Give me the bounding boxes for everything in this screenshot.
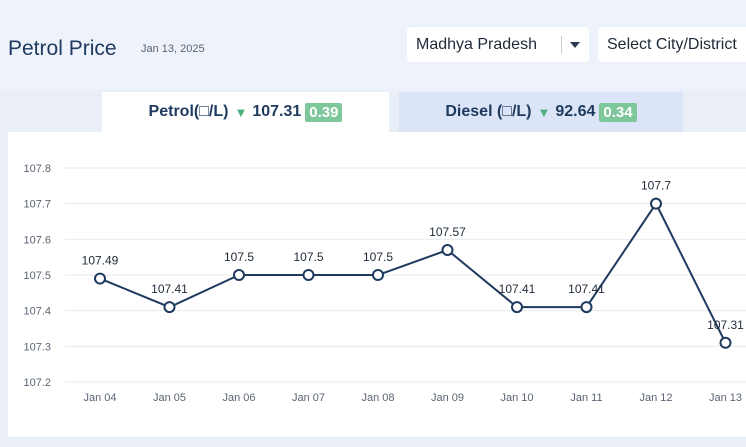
price-chart-svg: 107.2 107.3 107.4 107.5 107.6 107.7 107.8 Jan 0…	[23, 163, 746, 404]
data-point[interactable]	[372, 269, 384, 281]
data-point[interactable]	[233, 269, 245, 281]
x-tick-label: Jan 11	[570, 392, 602, 404]
data-point[interactable]	[580, 301, 593, 314]
data-point[interactable]	[163, 301, 176, 314]
data-label: 107.49	[82, 254, 119, 268]
data-point[interactable]	[441, 244, 454, 257]
page-date: Jan 13, 2025	[141, 43, 205, 55]
down-arrow-icon: ▼	[537, 104, 551, 120]
y-tick-label: 107.8	[23, 163, 51, 175]
x-tick-label: Jan 13	[709, 392, 742, 404]
data-label: 107.41	[499, 282, 536, 296]
tab-petrol-change-badge: 0.39	[305, 102, 343, 122]
data-label: 107.41	[151, 282, 188, 296]
tab-petrol[interactable]: Petrol(□/L) ▼ 107.31 0.39	[102, 92, 389, 132]
y-tick-label: 107.2	[23, 377, 51, 389]
price-chart: 107.2 107.3 107.4 107.5 107.6 107.7 107.8 Jan 0…	[8, 132, 746, 437]
tab-diesel-label: Diesel (□/L)	[445, 103, 532, 120]
select-divider	[561, 36, 562, 54]
state-select-value: Madhya Pradesh	[416, 35, 537, 53]
data-point[interactable]	[94, 272, 106, 285]
x-tick-label: Jan 07	[292, 392, 325, 404]
x-tick-label: Jan 08	[361, 392, 394, 404]
data-point[interactable]	[511, 301, 523, 314]
y-tick-label: 107.3	[23, 341, 51, 353]
tab-diesel-change-badge: 0.34	[599, 102, 637, 122]
y-tick-label: 107.6	[23, 234, 51, 246]
data-point[interactable]	[302, 269, 315, 281]
data-point[interactable]	[719, 336, 732, 349]
data-label: 107.5	[293, 250, 323, 264]
x-tick-label: Jan 06	[222, 392, 255, 404]
chevron-down-icon[interactable]	[570, 42, 580, 48]
y-tick-label: 107.5	[23, 270, 51, 282]
tab-diesel-price: 92.64	[555, 103, 596, 120]
series-line	[99, 201, 727, 344]
data-label: 107.5	[363, 250, 393, 264]
data-label: 107.31	[707, 318, 744, 332]
x-tick-label: Jan 12	[639, 392, 672, 404]
data-label: 107.57	[429, 225, 466, 239]
x-tick-label: Jan 09	[431, 392, 464, 404]
state-select[interactable]: Madhya Pradesh	[407, 27, 589, 62]
city-select-placeholder: Select City/District	[607, 35, 737, 53]
page-title: Petrol Price	[8, 37, 117, 60]
tab-diesel[interactable]: Diesel (□/L) ▼ 92.64 0.34	[399, 92, 683, 132]
y-tick-label: 107.4	[23, 306, 51, 318]
data-label: 107.7	[641, 179, 671, 193]
header-bar: Petrol Price Jan 13, 2025 Madhya Pradesh…	[0, 0, 746, 90]
city-select[interactable]: Select City/District	[598, 27, 746, 62]
down-arrow-icon: ▼	[234, 104, 248, 120]
data-label: 107.41	[568, 282, 605, 296]
tab-petrol-label: Petrol(□/L)	[148, 103, 229, 120]
x-tick-label: Jan 05	[153, 392, 186, 404]
y-tick-label: 107.7	[23, 199, 51, 211]
x-tick-label: Jan 04	[83, 392, 116, 404]
x-tick-label: Jan 10	[500, 392, 533, 404]
data-point[interactable]	[650, 197, 662, 210]
data-label: 107.5	[224, 250, 254, 264]
tab-petrol-price: 107.31	[252, 103, 302, 120]
